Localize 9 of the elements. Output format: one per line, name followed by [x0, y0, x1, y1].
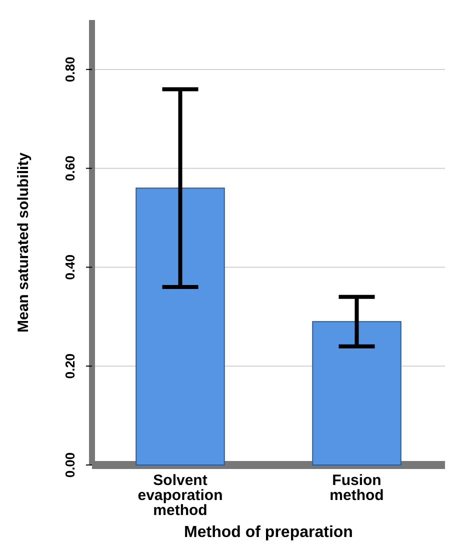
- y-tick-label: 0.00: [62, 452, 78, 478]
- x-axis-title: Method of preparation: [184, 524, 353, 541]
- x-tick-label: Solvent evaporation method: [138, 472, 223, 519]
- y-tick-label: 0.40: [62, 254, 78, 280]
- y-tick-label: 0.20: [62, 353, 78, 379]
- y-tick-label: 0.80: [62, 56, 78, 82]
- x-tick-label: Fusion method: [330, 472, 384, 504]
- y-tick-label: 0.60: [62, 156, 78, 181]
- y-axis-title: Mean saturated solubility: [15, 152, 32, 333]
